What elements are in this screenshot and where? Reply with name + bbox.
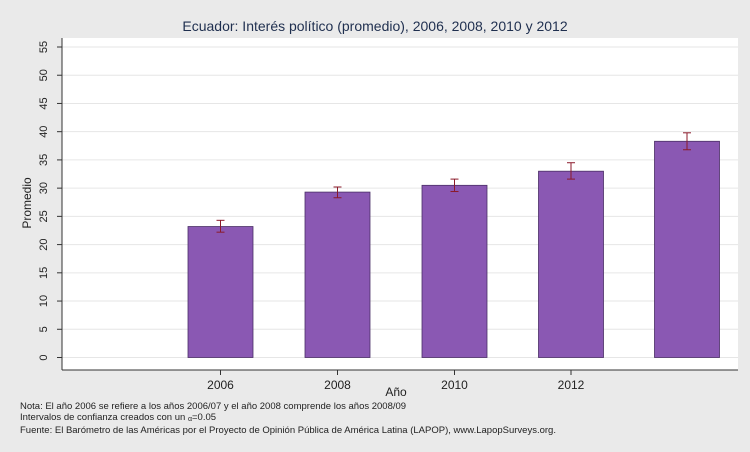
y-tick-label: 55 bbox=[38, 41, 50, 53]
bar bbox=[304, 191, 371, 358]
y-tick-label: 40 bbox=[38, 126, 50, 138]
chart-svg: 0 5 10 15 20 25 30 35 40 45 50 55 2006 2008 2010 2012 Añ… bbox=[20, 18, 738, 399]
bar bbox=[538, 170, 604, 358]
chart-title: Ecuador: Interés político (promedio), 20… bbox=[182, 18, 567, 34]
y-axis-title: Promedio bbox=[20, 177, 34, 229]
y-tick-label: 10 bbox=[38, 295, 50, 307]
alpha-symbol: α bbox=[187, 416, 192, 423]
y-tick-label: 30 bbox=[38, 182, 50, 194]
note-line-2: Intervalos de confianza creados con un α… bbox=[20, 412, 556, 425]
bar bbox=[654, 140, 720, 358]
note-line-2-suffix: =0.05 bbox=[192, 412, 217, 423]
bar bbox=[187, 226, 254, 358]
y-tick-label: 0 bbox=[38, 354, 50, 360]
note-line-2-prefix: Intervalos de confianza creados con un bbox=[20, 412, 188, 423]
y-tick-label: 35 bbox=[38, 154, 50, 166]
bar bbox=[421, 184, 488, 358]
y-tick-label: 5 bbox=[38, 326, 50, 332]
x-tick-label: 2010 bbox=[441, 378, 468, 392]
x-tick-label: 2008 bbox=[324, 378, 351, 392]
note-line-1: Nota: El año 2006 se refiere a los años … bbox=[20, 401, 407, 412]
y-tick-label: 25 bbox=[38, 210, 50, 222]
chart-notes: Nota: El año 2006 se refiere a los años … bbox=[20, 401, 556, 436]
y-tick-label: 45 bbox=[38, 97, 50, 109]
x-tick-label: 2006 bbox=[207, 378, 234, 392]
y-tick-label: 50 bbox=[38, 69, 50, 81]
x-axis-title: Año bbox=[385, 385, 407, 399]
plot-background bbox=[62, 38, 738, 370]
y-tick-label: 15 bbox=[38, 267, 50, 279]
y-tick-label: 20 bbox=[38, 238, 50, 250]
note-line-3: Fuente: El Barómetro de las Américas por… bbox=[20, 425, 556, 436]
x-tick-label: 2012 bbox=[558, 378, 585, 392]
